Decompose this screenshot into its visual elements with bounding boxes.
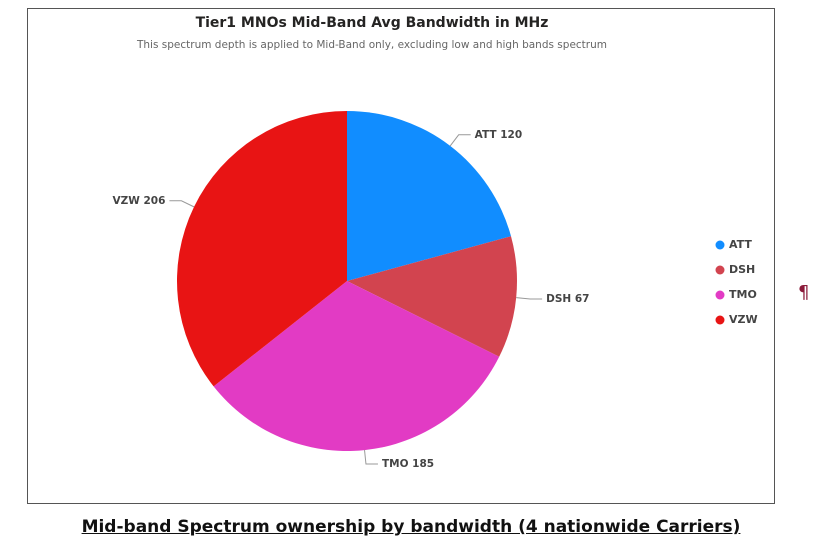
leader-line: [516, 297, 543, 300]
legend-marker: [715, 290, 725, 300]
data-label: DSH 67: [546, 293, 589, 305]
legend-label: ATT: [729, 238, 752, 251]
pie-slice: [176, 111, 347, 387]
legend-label: VZW: [729, 313, 758, 326]
legend-label: TMO: [729, 288, 757, 301]
data-label-category: TMO: [382, 458, 409, 470]
chart-title: Tier1 MNOs Mid-Band Avg Bandwidth in MHz: [196, 15, 549, 31]
pie-slice: [213, 281, 500, 451]
paragraph-mark: ¶: [798, 282, 810, 303]
data-label-category: ATT: [475, 129, 498, 141]
leader-line: [364, 450, 378, 465]
data-label-value: 67: [575, 293, 590, 305]
data-label: TMO 185: [382, 458, 434, 470]
legend-marker: [715, 315, 725, 325]
caption: Mid-band Spectrum ownership by bandwidth…: [81, 517, 741, 537]
data-label-value: 185: [412, 458, 434, 470]
pie-slice: [347, 236, 517, 357]
data-label-category: VZW: [113, 195, 141, 207]
legend-marker: [715, 240, 725, 250]
legend-marker: [715, 265, 725, 275]
chart-subtitle: This spectrum depth is applied to Mid-Ba…: [136, 39, 607, 51]
chart: Tier1 MNOs Mid-Band Avg Bandwidth in MHz…: [27, 8, 775, 504]
data-label: ATT 120: [475, 129, 522, 141]
data-label-value: 206: [143, 195, 165, 207]
legend-label: DSH: [729, 263, 755, 276]
data-label-value: 120: [500, 129, 522, 141]
data-label-category: DSH: [546, 293, 571, 305]
pie-slice: [347, 111, 512, 281]
leader-line: [449, 134, 471, 147]
data-label: VZW 206: [113, 195, 166, 207]
leader-line: [169, 200, 195, 208]
